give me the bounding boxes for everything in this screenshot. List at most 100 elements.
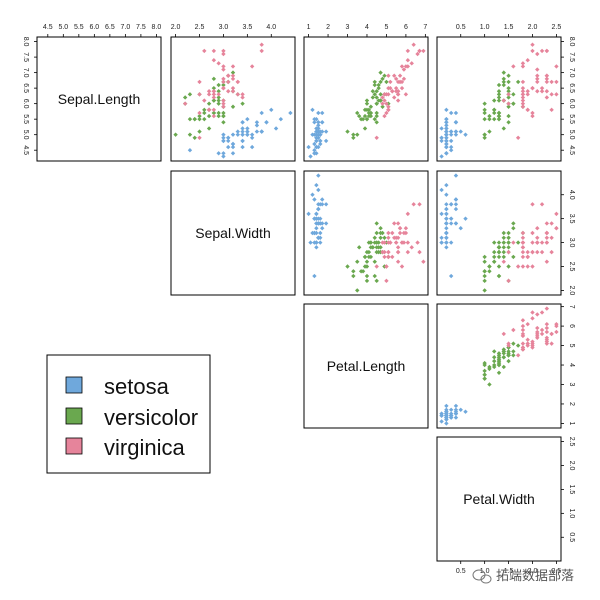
point-versicolor <box>364 278 370 284</box>
point-versicolor <box>487 382 492 387</box>
point-virginica <box>211 113 217 119</box>
point-virginica <box>539 249 545 255</box>
point-versicolor <box>492 98 497 103</box>
point-virginica <box>382 113 387 119</box>
point-setosa <box>439 187 444 193</box>
point-versicolor <box>501 126 506 131</box>
point-virginica <box>395 235 401 240</box>
point-virginica <box>417 48 422 54</box>
tick-label-sepal-length: 5.0 <box>58 24 68 31</box>
point-virginica <box>520 249 526 255</box>
point-virginica <box>539 240 545 245</box>
point-versicolor <box>482 135 487 140</box>
point-setosa <box>439 413 444 418</box>
panel-2-2 <box>303 303 429 429</box>
point-virginica <box>520 104 526 109</box>
point-setosa <box>318 138 323 144</box>
tick-label-petal-width: 1.5 <box>504 568 514 575</box>
point-setosa <box>448 144 454 150</box>
tick-label-sepal-length: 6.5 <box>22 83 29 93</box>
point-virginica <box>520 341 526 346</box>
point-setosa <box>444 135 449 140</box>
point-virginica <box>544 230 550 236</box>
point-virginica <box>535 73 540 78</box>
point-virginica <box>395 245 401 250</box>
point-versicolor <box>372 92 377 97</box>
point-virginica <box>421 259 426 264</box>
point-versicolor <box>364 98 370 103</box>
point-versicolor <box>355 288 360 293</box>
point-setosa <box>463 216 468 221</box>
point-virginica <box>230 85 236 91</box>
point-versicolor <box>221 110 226 116</box>
point-virginica <box>539 310 545 315</box>
point-setosa <box>444 202 449 207</box>
point-virginica <box>549 221 554 226</box>
point-setosa <box>316 235 321 240</box>
point-versicolor <box>364 259 370 264</box>
point-virginica <box>390 230 395 236</box>
point-virginica <box>544 329 550 335</box>
point-setosa <box>448 407 454 412</box>
point-versicolor <box>511 101 516 106</box>
point-setosa <box>444 107 449 113</box>
point-versicolor <box>197 129 202 134</box>
point-versicolor <box>372 82 377 88</box>
point-virginica <box>530 202 535 207</box>
point-versicolor <box>216 95 221 100</box>
panel-1-1 <box>170 170 296 296</box>
point-virginica <box>501 331 506 337</box>
point-versicolor <box>202 107 207 113</box>
point-versicolor <box>501 355 506 360</box>
point-versicolor <box>482 288 487 293</box>
tick-label-petal-width: 2.5 <box>552 568 562 575</box>
point-virginica <box>226 89 231 94</box>
point-virginica <box>520 254 526 260</box>
tick-label-sepal-width: 3.5 <box>242 24 252 31</box>
tick-label-petal-width: 1.0 <box>568 508 575 518</box>
tick-label-petal-width: 0.5 <box>456 568 466 575</box>
point-versicolor <box>216 89 221 94</box>
point-virginica <box>520 245 526 250</box>
point-setosa <box>439 235 444 240</box>
point-versicolor <box>487 129 492 134</box>
point-virginica <box>182 101 188 106</box>
tick-label-sepal-length: 6.5 <box>105 24 115 31</box>
point-virginica <box>401 230 407 236</box>
point-virginica <box>520 323 526 329</box>
tick-label-sepal-length: 5.5 <box>74 24 84 31</box>
point-versicolor <box>364 116 370 122</box>
point-versicolor <box>482 101 487 106</box>
point-versicolor <box>515 79 521 85</box>
point-versicolor <box>364 107 370 113</box>
point-versicolor <box>187 116 193 122</box>
point-virginica <box>530 110 535 116</box>
point-virginica <box>544 339 550 344</box>
point-virginica <box>535 235 540 240</box>
point-versicolor <box>187 132 193 137</box>
point-setosa <box>453 221 459 226</box>
point-setosa <box>444 221 449 226</box>
point-setosa <box>444 211 449 217</box>
point-versicolor <box>378 70 383 75</box>
point-setosa <box>323 202 329 207</box>
point-setosa <box>463 132 468 137</box>
point-virginica <box>539 85 545 91</box>
point-virginica <box>539 327 545 333</box>
point-versicolor <box>374 249 379 255</box>
point-versicolor <box>496 89 502 94</box>
point-versicolor <box>506 120 511 125</box>
point-versicolor <box>506 85 511 91</box>
point-virginica <box>539 48 545 54</box>
point-setosa <box>444 129 449 134</box>
point-setosa <box>453 206 459 212</box>
point-versicolor <box>482 116 487 122</box>
point-setosa <box>320 226 325 231</box>
point-setosa <box>453 411 459 416</box>
point-versicolor <box>482 273 487 279</box>
point-virginica <box>511 327 516 333</box>
point-virginica <box>395 98 401 103</box>
point-versicolor <box>506 358 511 364</box>
point-virginica <box>397 79 403 85</box>
point-virginica <box>421 48 426 54</box>
